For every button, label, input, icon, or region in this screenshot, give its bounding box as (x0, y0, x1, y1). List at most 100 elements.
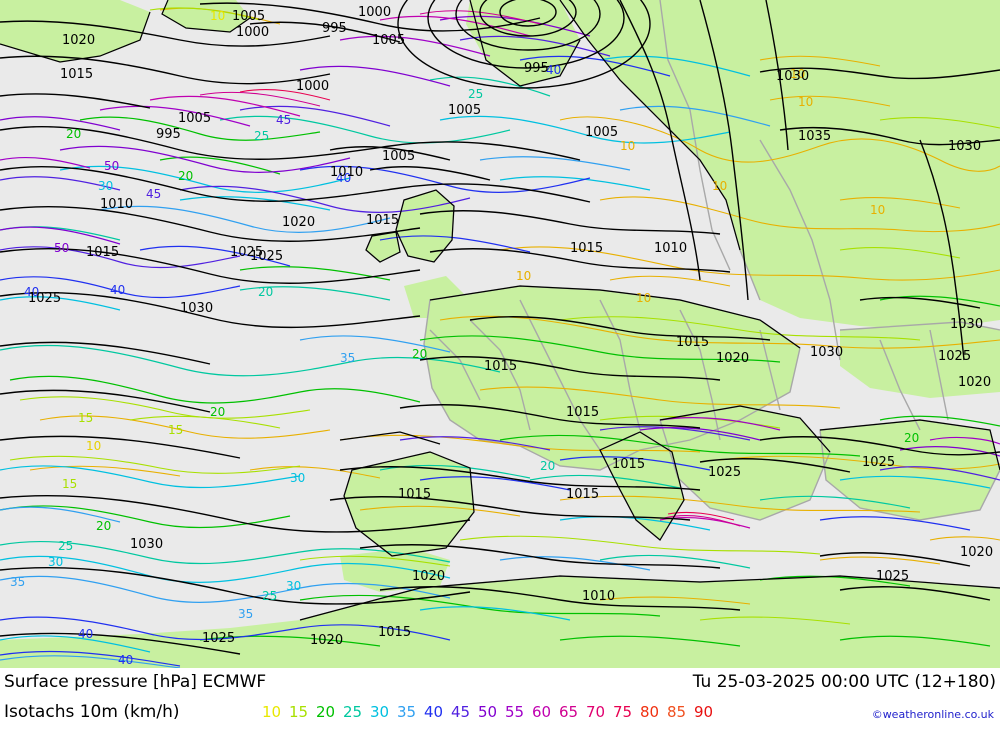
isotach-label: 30 (98, 179, 114, 193)
isotach-label: 10 (712, 179, 728, 193)
isotach-label: 40 (336, 171, 352, 185)
isotach-label: 40 (110, 283, 126, 297)
isobar-label: 1020 (960, 545, 994, 560)
isotach-label: 20 (178, 169, 194, 183)
isotach-label: 20 (412, 347, 428, 361)
coastline-layer (0, 0, 1000, 621)
isotach-label: 10 (798, 95, 814, 109)
isotach-label: 10 (210, 9, 226, 23)
isotach-label: 20 (540, 459, 556, 473)
isobar-label: 1015 (566, 487, 600, 502)
isobar-label: 1025 (708, 465, 742, 480)
isobar-label: 1015 (612, 457, 646, 472)
isotach-label: 10 (636, 291, 652, 305)
isotach-35-contours (0, 105, 771, 668)
isotach-label: 40 (24, 285, 40, 299)
isobar-label: 1005 (372, 33, 406, 48)
legend-value-30: 30 (370, 703, 390, 721)
legend-value-90: 90 (694, 703, 714, 721)
isobar-label: 1005 (585, 125, 619, 140)
isotach-label: 10 (620, 139, 636, 153)
legend-value-75: 75 (613, 703, 633, 721)
isobar-label: 1020 (716, 351, 750, 366)
legend-value-15: 15 (289, 703, 309, 721)
isotach-label: 25 (254, 129, 270, 143)
isotach-50-contours (0, 15, 1000, 457)
isobar-label: 1015 (378, 625, 412, 640)
isotach-label: 25 (262, 589, 278, 603)
isotach-label: 30 (290, 471, 306, 485)
isotach-55-contours (0, 35, 1000, 445)
isotach-label: 20 (66, 127, 82, 141)
isotach-label: 15 (168, 423, 184, 437)
isobar-label: 1025 (250, 249, 284, 264)
isobar-label: 1005 (178, 111, 212, 126)
isotach-label: 10 (516, 269, 532, 283)
isobar-label: 1010 (654, 241, 688, 256)
isobar-label: 1015 (398, 487, 432, 502)
isobar-label: 1025 (202, 631, 236, 646)
isotach-label: 45 (276, 113, 292, 127)
isobar-label: 1010 (100, 197, 134, 212)
legend-value-85: 85 (667, 703, 687, 721)
isotach-label: 30 (286, 579, 302, 593)
isotach-label: 30 (48, 555, 64, 569)
isobar-label: 1020 (412, 569, 446, 584)
isobar-label: 1030 (776, 69, 810, 84)
isobar-label: 1030 (950, 317, 984, 332)
isotach-label: 50 (54, 241, 70, 255)
isobar-label: 1030 (948, 139, 982, 154)
isotach-label: 35 (340, 351, 356, 365)
legend-value-20: 20 (316, 703, 336, 721)
isotach-label: 45 (146, 187, 162, 201)
isobar-label: 1015 (566, 405, 600, 420)
isobar-label: 1010 (582, 589, 616, 604)
isotach-30-contours (0, 55, 991, 653)
copyright-notice: ©weatheronline.co.uk (871, 708, 994, 721)
isobar-label: 1015 (86, 245, 120, 260)
isotach-label: 40 (546, 63, 562, 77)
legend-value-80: 80 (640, 703, 660, 721)
map-canvas[interactable]: 10 10 10 10 10 10 10 10 10 15 15 15 20 20 20 20 20 20 20 20… (0, 0, 1000, 668)
isobar-label: 1015 (676, 335, 710, 350)
isobar-label: 1015 (60, 67, 94, 82)
isobar-label: 995 (524, 61, 549, 76)
isobar-label: 1025 (876, 569, 910, 584)
isotach-label: 20 (210, 405, 226, 419)
legend-value-40: 40 (424, 703, 444, 721)
isotach-label: 40 (78, 627, 94, 641)
isobar-label: 1005 (448, 103, 482, 118)
isotach-extreme-contours (239, 89, 735, 521)
isobar-label: 1015 (484, 359, 518, 374)
isotach-label: 50 (104, 159, 120, 173)
isobar-label: 1025 (938, 349, 972, 364)
legend-value-65: 65 (559, 703, 579, 721)
map-title-left: Surface pressure [hPa] ECMWF (4, 672, 267, 692)
isotach-label: 35 (10, 575, 26, 589)
isobar-label: 1030 (180, 301, 214, 316)
isotach-label: 15 (78, 411, 94, 425)
map-svg (0, 0, 1000, 668)
isotach-label: 40 (118, 653, 134, 667)
isotach-label: 20 (96, 519, 112, 533)
isotach-label: 25 (58, 539, 74, 553)
isobar-label: 1005 (232, 9, 266, 24)
isobar-label: 1000 (358, 5, 392, 20)
isotach-label: 20 (258, 285, 274, 299)
isotach-label: 15 (62, 477, 78, 491)
isobar-label: 1025 (230, 245, 264, 260)
isotach-25-contours (0, 76, 911, 569)
map-valid-time: Tu 25-03-2025 00:00 UTC (12+180) (692, 672, 996, 692)
isobar-label: 1020 (310, 633, 344, 648)
footer-panel: Surface pressure [hPa] ECMWF Tu 25-03-20… (0, 668, 1000, 733)
legend-value-10: 10 (262, 703, 282, 721)
isobar-label: 995 (322, 21, 347, 36)
isobar-label: 1035 (798, 129, 832, 144)
legend-value-25: 25 (343, 703, 363, 721)
legend-value-60: 60 (532, 703, 552, 721)
isotach-10-contours (29, 7, 1000, 605)
isobar-label: 1015 (570, 241, 604, 256)
isotach-label: 20 (904, 431, 920, 445)
isobar-label: 1020 (62, 33, 96, 48)
